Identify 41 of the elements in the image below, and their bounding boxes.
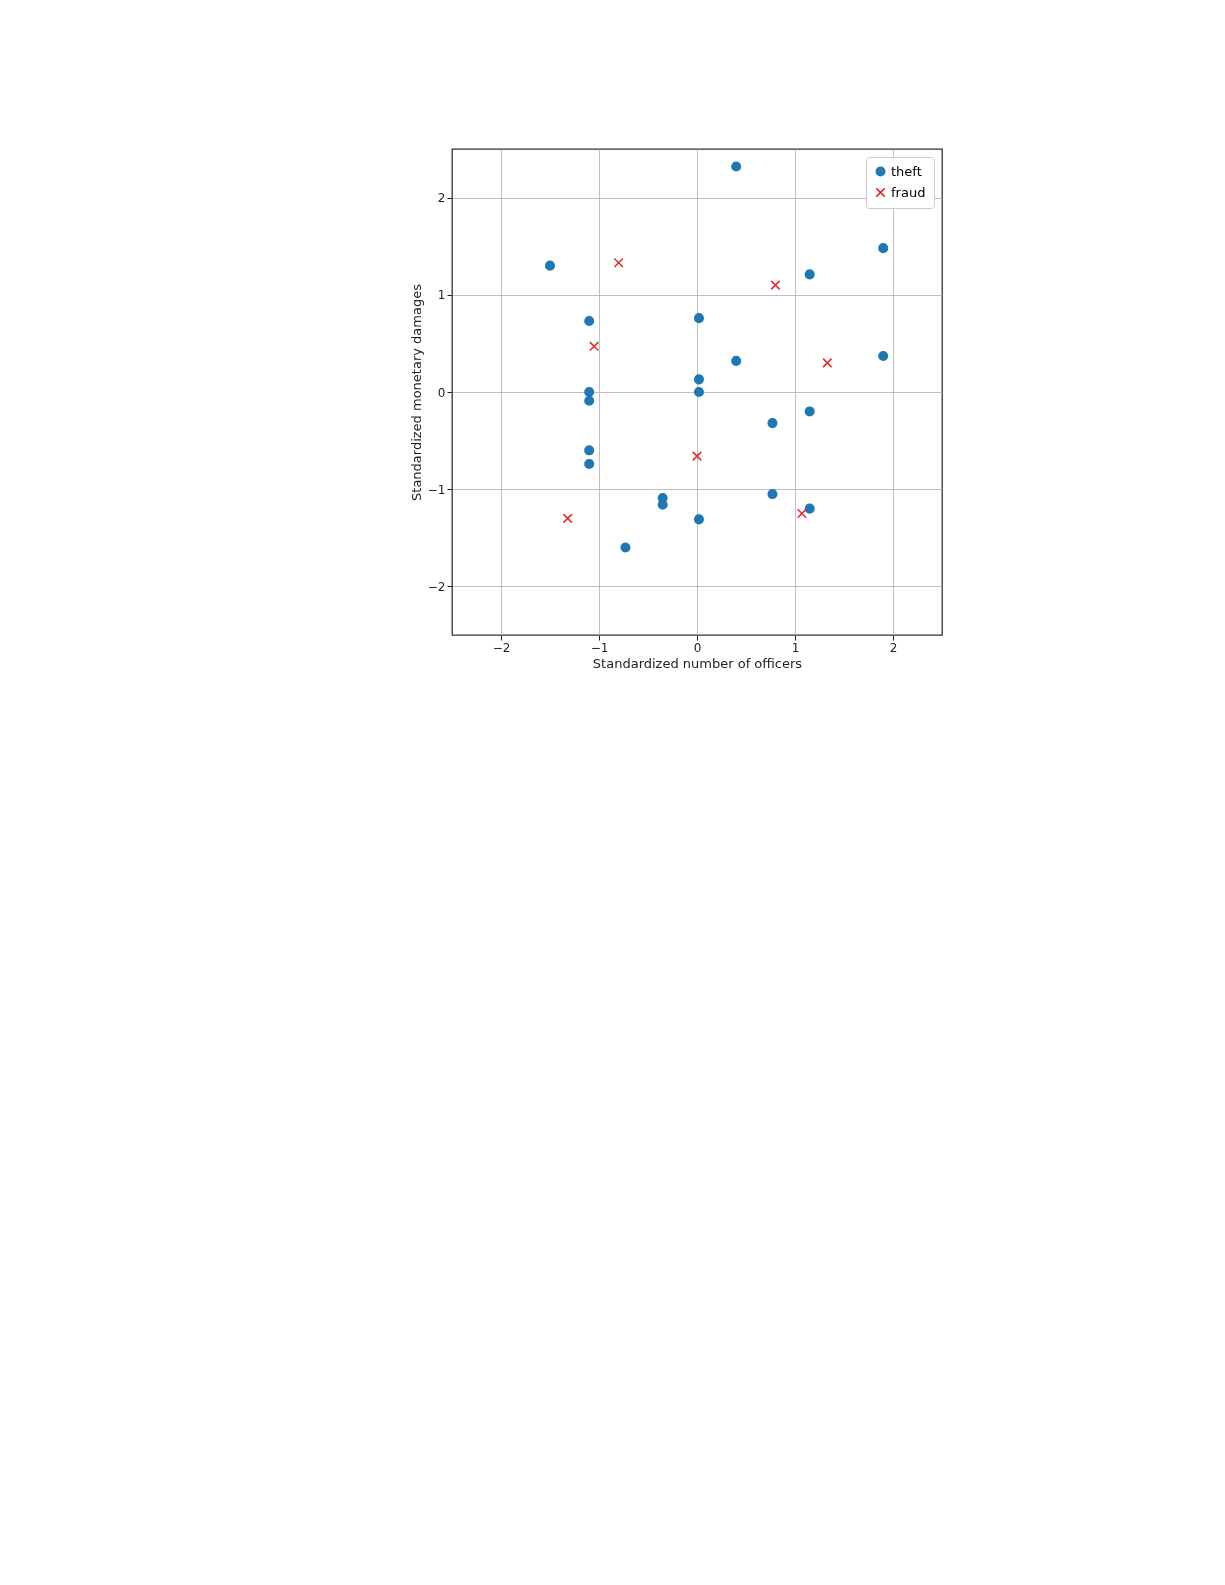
point <box>770 280 781 291</box>
x-tick-label: −2 <box>492 640 511 655</box>
point <box>693 374 704 385</box>
y-tick-label: 2 <box>437 191 446 206</box>
x-tick-label: 0 <box>693 640 702 655</box>
point <box>620 542 631 553</box>
point <box>693 313 704 324</box>
point <box>731 355 742 366</box>
x-axis-title: Standardized number of officers <box>592 655 803 671</box>
point <box>613 257 624 268</box>
legend-label: fraud <box>891 184 926 200</box>
y-tick-label: 0 <box>437 385 446 400</box>
x-tick-label: −1 <box>590 640 609 655</box>
y-tick-label: 1 <box>437 288 446 303</box>
point <box>544 260 556 271</box>
point <box>584 386 595 398</box>
y-tick-label: −1 <box>427 482 446 497</box>
point <box>562 513 573 524</box>
point <box>767 418 778 429</box>
point <box>804 406 815 417</box>
point <box>584 316 595 327</box>
x-tick-label: 1 <box>791 640 800 655</box>
y-axis-title: Standardized monetary damages <box>408 283 424 501</box>
point <box>767 489 778 500</box>
point <box>822 357 833 368</box>
point <box>878 351 889 362</box>
x-tick-label: 2 <box>889 640 898 655</box>
point <box>584 458 595 469</box>
point <box>804 269 815 280</box>
point <box>691 451 703 462</box>
y-tick-label: −2 <box>427 579 446 594</box>
point <box>878 243 889 254</box>
point <box>584 445 595 456</box>
point <box>804 503 815 514</box>
point <box>693 514 704 525</box>
point <box>584 395 595 406</box>
point <box>796 508 807 519</box>
point <box>731 161 742 172</box>
point <box>589 341 600 352</box>
legend-label: theft <box>891 163 922 179</box>
point <box>693 386 704 398</box>
